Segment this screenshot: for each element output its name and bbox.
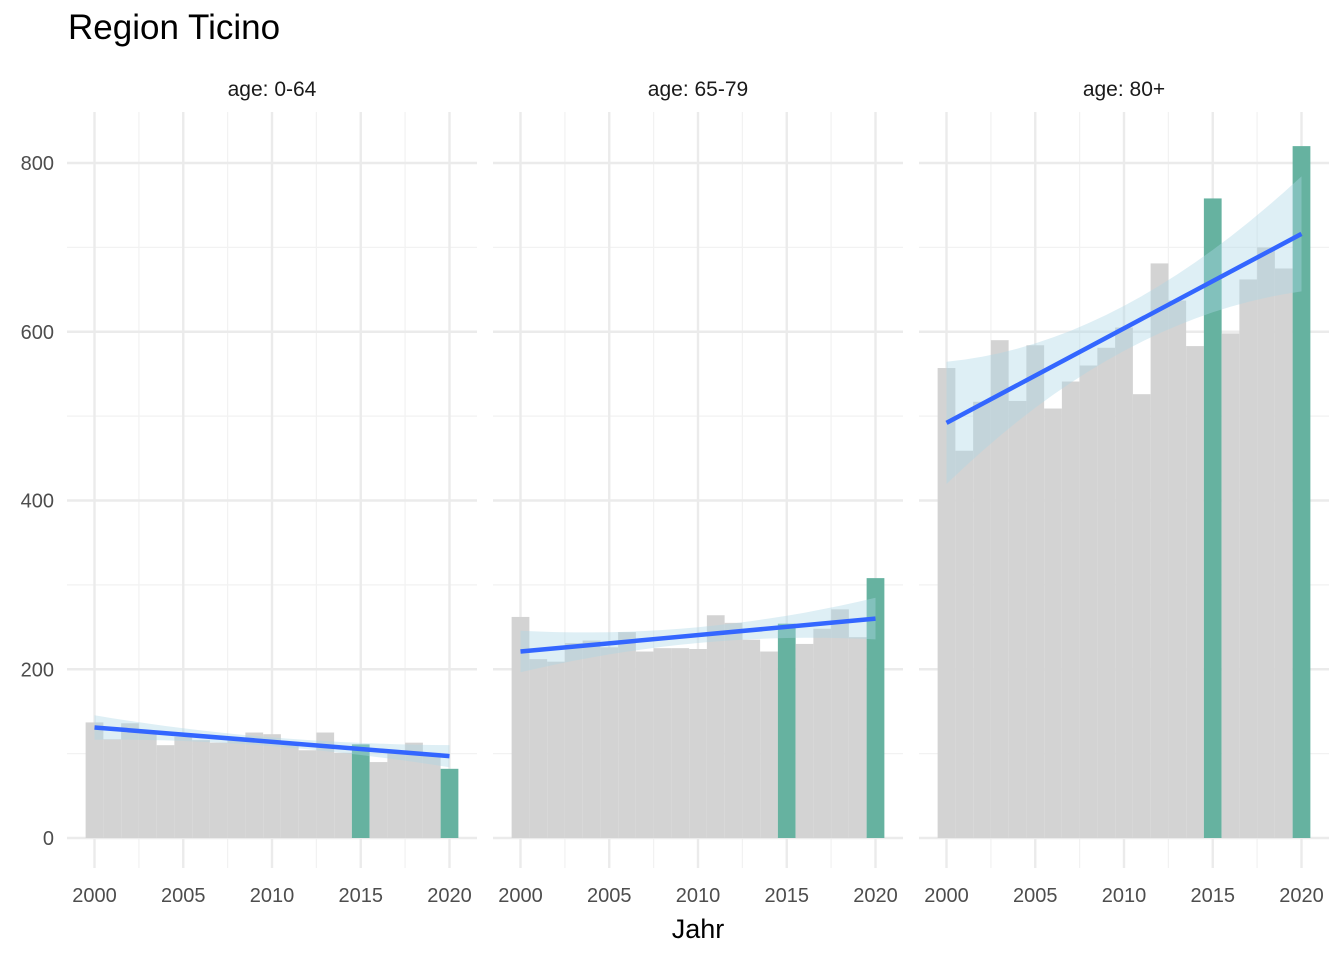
x-tick-label: 2015: [339, 885, 384, 907]
bar-2003: [990, 340, 1009, 838]
bar-2006: [1044, 408, 1062, 838]
bar-highlight-2020: [866, 578, 885, 838]
bar-2014: [760, 651, 778, 838]
bar-2002: [973, 401, 991, 838]
bar-2009: [671, 648, 690, 838]
bar-2004: [1008, 400, 1027, 838]
bar-2018: [1257, 247, 1275, 838]
bar-highlight-2015: [777, 623, 796, 838]
bar-2010: [1115, 327, 1133, 838]
bar-2011: [706, 615, 725, 838]
x-tick-label: 2015: [1191, 885, 1236, 907]
x-tick-label: 2020: [853, 885, 898, 907]
bar-highlight-2015: [351, 744, 370, 838]
bar-highlight-2020: [440, 768, 459, 838]
bar-2012: [724, 622, 743, 838]
bar-2009: [1097, 347, 1116, 838]
bar-2011: [280, 743, 299, 838]
bar-2013: [316, 732, 335, 838]
trend-line: [945, 231, 1303, 425]
bar-2014: [334, 752, 352, 838]
facet-strip-label: age: 80+: [1083, 78, 1165, 101]
bar-highlight-2015: [1203, 198, 1222, 838]
x-tick-label: 2005: [587, 885, 632, 907]
x-tick-label: 2005: [1013, 885, 1058, 907]
y-tick-label: 800: [21, 153, 54, 175]
facet-strip-label: age: 0-64: [228, 78, 317, 101]
y-tick-label: 400: [21, 491, 54, 513]
bar-2008: [227, 738, 246, 838]
bar-2008: [653, 648, 672, 838]
bar-2007: [1061, 381, 1080, 838]
bar-2007: [635, 651, 654, 838]
bar-2005: [1026, 345, 1045, 838]
bar-2013: [742, 639, 761, 838]
bar-2017: [813, 628, 832, 838]
x-tick-label: 2010: [250, 885, 295, 907]
bar-2006: [192, 740, 210, 838]
bar-2019: [1274, 268, 1293, 838]
bar-2004: [156, 745, 175, 838]
bar-2000: [85, 722, 104, 838]
bar-2005: [174, 736, 193, 838]
facet-strip-label: age: 65-79: [648, 78, 748, 101]
bar-2001: [103, 739, 122, 838]
bar-2006: [618, 632, 636, 838]
bar-2003: [138, 731, 157, 838]
x-tick-label: 2010: [676, 885, 721, 907]
trend-line: [94, 725, 450, 759]
bar-2010: [689, 649, 707, 838]
bar-2008: [1079, 365, 1098, 838]
bar-2002: [547, 661, 565, 838]
x-tick-label: 2000: [924, 885, 969, 907]
bar-2010: [263, 734, 281, 838]
bar-2002: [121, 723, 139, 838]
bar-2019: [422, 752, 441, 838]
bar-2011: [1132, 394, 1151, 838]
bar-2000: [937, 368, 956, 838]
trend-line: [520, 616, 876, 654]
bar-2000: [511, 616, 530, 838]
x-tick-label: 2000: [498, 885, 543, 907]
bar-2016: [1221, 333, 1240, 838]
bar-2013: [1168, 300, 1187, 838]
bar-2014: [1186, 346, 1204, 838]
y-tick-label: 600: [21, 322, 54, 344]
x-axis-title: Jahr: [672, 914, 725, 944]
x-tick-label: 2010: [1102, 885, 1147, 907]
bar-2016: [795, 643, 814, 838]
bar-2012: [298, 750, 317, 838]
x-tick-label: 2015: [765, 885, 810, 907]
x-tick-label: 2000: [72, 885, 117, 907]
bar-2016: [369, 762, 388, 838]
x-tick-label: 2020: [427, 885, 472, 907]
bar-2019: [848, 637, 867, 838]
bar-2004: [582, 640, 601, 838]
bar-2005: [600, 647, 619, 838]
y-tick-label: 0: [43, 828, 54, 850]
bar-2009: [245, 732, 264, 838]
bar-2012: [1150, 263, 1169, 838]
bar-2007: [209, 742, 228, 838]
bar-2017: [1239, 279, 1258, 838]
y-tick-label: 200: [21, 659, 54, 681]
x-tick-label: 2005: [161, 885, 206, 907]
bar-2017: [387, 751, 406, 838]
chart-title: Region Ticino: [68, 8, 281, 47]
bar-2018: [405, 742, 423, 838]
bar-2001: [529, 659, 548, 838]
bar-highlight-2020: [1292, 146, 1311, 838]
bar-2003: [564, 643, 583, 838]
x-tick-label: 2020: [1279, 885, 1324, 907]
bar-2018: [831, 609, 849, 838]
bar-2001: [955, 450, 974, 838]
